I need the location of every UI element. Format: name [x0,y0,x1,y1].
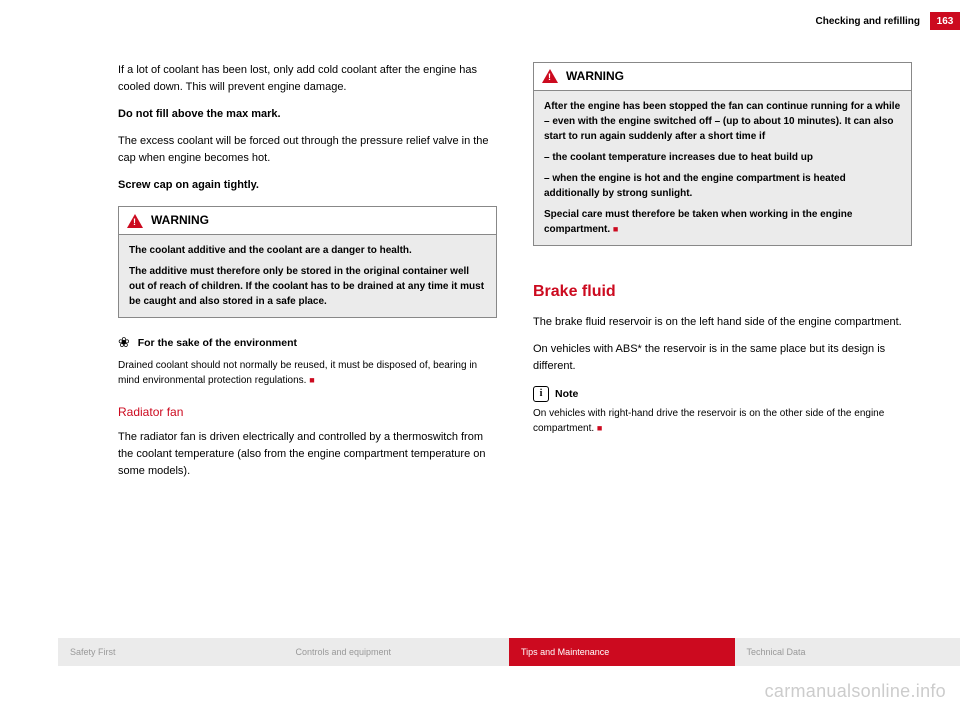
subheading: Radiator fan [118,403,497,422]
environment-heading: ❀ For the sake of the environment [118,332,497,354]
warning-text: After the engine has been stopped the fa… [544,99,901,144]
warning-text: – the coolant temperature increases due … [544,150,901,165]
tab-safety[interactable]: Safety First [58,638,284,666]
warning-body: After the engine has been stopped the fa… [534,91,911,245]
warning-text: Special care must therefore be taken whe… [544,207,901,237]
page-header: Checking and refilling 163 [0,0,960,32]
warning-text: The additive must therefore only be stor… [129,264,486,309]
tab-controls[interactable]: Controls and equipment [284,638,510,666]
right-column: WARNING After the engine has been stoppe… [533,62,912,490]
warning-label: WARNING [566,67,624,86]
note-text: On vehicles with right-hand drive the re… [533,406,912,437]
end-square-icon: ■ [597,423,602,433]
tab-technical[interactable]: Technical Data [735,638,960,666]
environment-text: Drained coolant should not normally be r… [118,358,497,389]
end-square-icon: ■ [613,224,618,234]
warning-box: WARNING After the engine has been stoppe… [533,62,912,246]
manual-page: Checking and refilling 163 If a lot of c… [0,0,960,708]
left-column: If a lot of coolant has been lost, only … [118,62,497,490]
warning-body: The coolant additive and the coolant are… [119,235,496,317]
body-text: On vehicles with ABS* the reservoir is i… [533,341,912,375]
body-text: If a lot of coolant has been lost, only … [118,62,497,96]
flower-icon: ❀ [118,332,130,354]
body-text-bold: Do not fill above the max mark. [118,106,497,123]
warning-header: WARNING [119,207,496,235]
environment-label: For the sake of the environment [138,335,297,351]
content-columns: If a lot of coolant has been lost, only … [0,32,960,490]
section-heading: Brake fluid [533,280,912,305]
tab-tips[interactable]: Tips and Maintenance [509,638,735,666]
warning-header: WARNING [534,63,911,91]
note-label: Note [555,386,578,402]
warning-text: – when the engine is hot and the engine … [544,171,901,201]
warning-text: The coolant additive and the coolant are… [129,243,486,258]
note-heading: i Note [533,386,912,402]
body-text-bold: Screw cap on again tightly. [118,177,497,194]
warning-label: WARNING [151,211,209,230]
warning-triangle-icon [127,214,143,228]
section-title: Checking and refilling [816,16,930,27]
info-icon: i [533,386,549,402]
warning-triangle-icon [542,69,558,83]
watermark: carmanualsonline.info [765,681,946,702]
end-square-icon: ■ [309,375,314,385]
warning-box: WARNING The coolant additive and the coo… [118,206,497,318]
body-text: The radiator fan is driven electrically … [118,429,497,480]
footer-tabs: Safety First Controls and equipment Tips… [58,638,960,666]
body-text: The brake fluid reservoir is on the left… [533,314,912,331]
page-number: 163 [930,12,960,30]
body-text: The excess coolant will be forced out th… [118,133,497,167]
